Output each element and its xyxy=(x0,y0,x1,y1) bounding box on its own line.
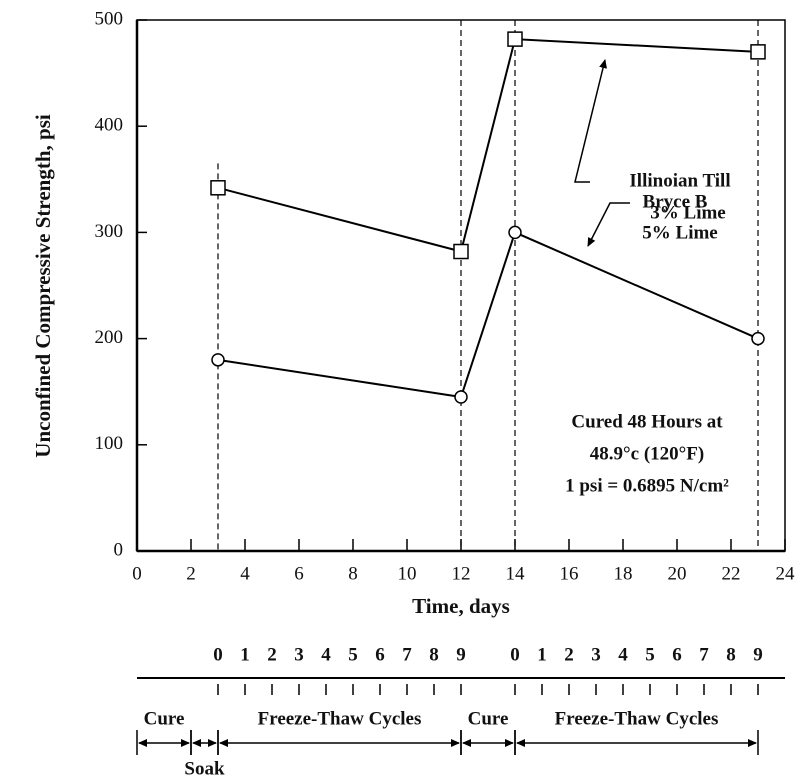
cycle-label: 9 xyxy=(456,644,466,665)
cycle-label: 0 xyxy=(213,644,223,665)
cycle-label: 1 xyxy=(240,644,250,665)
y-tick-label: 500 xyxy=(95,8,124,29)
x-tick-label: 12 xyxy=(452,563,471,584)
cycle-label: 7 xyxy=(402,644,412,665)
cycle-label: 3 xyxy=(591,644,601,665)
y-tick-label: 400 xyxy=(95,115,124,136)
phase-label: Freeze-Thaw Cycles xyxy=(258,708,422,729)
cycle-label: 4 xyxy=(618,644,628,665)
cycle-label: 6 xyxy=(375,644,385,665)
x-tick-label: 10 xyxy=(398,563,417,584)
phase-label: Cure xyxy=(144,708,185,729)
cycle-label: 8 xyxy=(726,644,736,665)
cycle-label: 3 xyxy=(294,644,304,665)
cycle-label: 8 xyxy=(429,644,439,665)
annotation-arrow xyxy=(574,59,607,183)
x-tick-label: 2 xyxy=(186,563,196,584)
x-axis-label: Time, days xyxy=(412,594,510,618)
series-label: Illinoian Till xyxy=(629,170,730,191)
phase-label: Soak xyxy=(184,758,225,779)
point xyxy=(508,225,522,240)
x-tick-label: 0 xyxy=(132,563,142,584)
cycle-label: 9 xyxy=(753,644,763,665)
cycle-label: 2 xyxy=(267,644,277,665)
cycle-label: 4 xyxy=(321,644,331,665)
phase-label: Freeze-Thaw Cycles xyxy=(555,708,719,729)
y-tick-label: 0 xyxy=(114,539,124,560)
point xyxy=(211,353,225,367)
x-tick-label: 6 xyxy=(294,563,304,584)
x-tick-label: 18 xyxy=(614,563,633,584)
phase-label: Cure xyxy=(468,708,509,729)
cycle-label: 2 xyxy=(564,644,574,665)
cycle-label: 0 xyxy=(510,644,520,665)
cycle-label: 1 xyxy=(537,644,547,665)
x-tick-label: 14 xyxy=(506,563,526,584)
x-tick-label: 8 xyxy=(348,563,358,584)
x-tick-label: 20 xyxy=(668,563,687,584)
series-label: 3% Lime xyxy=(650,202,725,223)
series-label: Bryce B xyxy=(643,191,708,212)
point xyxy=(453,243,469,260)
annotation: 48.9°c (120°F) xyxy=(590,443,704,464)
annotation: 1 psi = 0.6895 N/cm² xyxy=(565,475,729,496)
y-tick-label: 100 xyxy=(95,433,124,454)
x-tick-label: 4 xyxy=(240,563,250,584)
x-tick-label: 22 xyxy=(722,563,741,584)
y-tick-label: 200 xyxy=(95,327,124,348)
point xyxy=(750,44,766,60)
y-tick-label: 300 xyxy=(95,221,124,242)
y-axis-label: Unconfined Compressive Strength, psi xyxy=(31,114,55,458)
x-tick-label: 24 xyxy=(776,563,796,584)
annotation-arrow xyxy=(587,202,630,247)
point xyxy=(454,390,468,404)
point xyxy=(751,331,765,346)
cycle-label: 5 xyxy=(645,644,655,665)
point xyxy=(210,180,226,196)
series-label: 5% Lime xyxy=(642,222,717,243)
annotation: Cured 48 Hours at xyxy=(571,411,723,432)
cycle-label: 6 xyxy=(672,644,682,665)
point xyxy=(507,31,523,47)
series-line xyxy=(217,231,759,399)
series-line xyxy=(217,38,759,253)
cycle-label: 7 xyxy=(699,644,709,665)
x-tick-label: 16 xyxy=(560,563,579,584)
cycle-label: 5 xyxy=(348,644,358,665)
